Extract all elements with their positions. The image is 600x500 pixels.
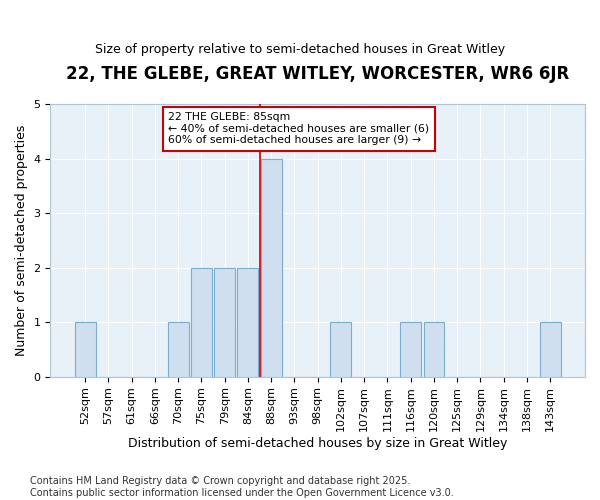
Text: Size of property relative to semi-detached houses in Great Witley: Size of property relative to semi-detach… — [95, 42, 505, 56]
Text: Contains HM Land Registry data © Crown copyright and database right 2025.
Contai: Contains HM Land Registry data © Crown c… — [30, 476, 454, 498]
Y-axis label: Number of semi-detached properties: Number of semi-detached properties — [15, 124, 28, 356]
Bar — [191, 268, 212, 376]
Bar — [75, 322, 95, 376]
Title: 22, THE GLEBE, GREAT WITLEY, WORCESTER, WR6 6JR: 22, THE GLEBE, GREAT WITLEY, WORCESTER, … — [66, 65, 569, 83]
X-axis label: Distribution of semi-detached houses by size in Great Witley: Distribution of semi-detached houses by … — [128, 437, 508, 450]
Text: 22 THE GLEBE: 85sqm
← 40% of semi-detached houses are smaller (6)
60% of semi-de: 22 THE GLEBE: 85sqm ← 40% of semi-detach… — [168, 112, 429, 146]
Bar — [540, 322, 561, 376]
Bar — [331, 322, 352, 376]
Bar — [168, 322, 188, 376]
Bar — [214, 268, 235, 376]
Bar — [400, 322, 421, 376]
Bar — [261, 158, 281, 376]
Bar — [238, 268, 259, 376]
Bar — [424, 322, 445, 376]
